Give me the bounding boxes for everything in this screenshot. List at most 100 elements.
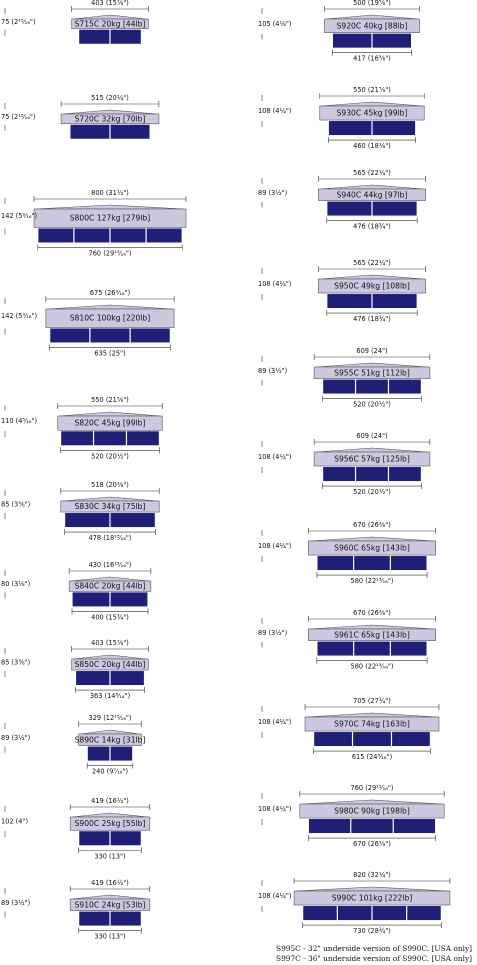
cap-label: S940C 44kg [97lb] bbox=[337, 190, 408, 199]
block bbox=[356, 379, 388, 394]
block bbox=[94, 431, 126, 446]
cap-roof bbox=[316, 447, 428, 453]
product: 705 (27¾") S970C 74kg [163lb] 108 (4¼") 615… bbox=[258, 697, 440, 761]
block bbox=[317, 641, 354, 656]
block bbox=[337, 906, 372, 921]
cap-label: S970C 74kg [163lb] bbox=[334, 720, 410, 729]
block bbox=[327, 201, 372, 216]
bottom-dimension: 580 (22¹³⁄₁₆") bbox=[351, 577, 394, 585]
block bbox=[110, 513, 155, 528]
cap-roof bbox=[310, 624, 434, 630]
height-dimension: 108 (4¼") bbox=[258, 453, 291, 461]
block bbox=[372, 121, 416, 136]
cap-roof bbox=[321, 101, 423, 107]
product: 670 (26⅜") S960C 65kg [143lb] 108 (4¼") 580… bbox=[258, 521, 436, 585]
height-dimension: 108 (4¼") bbox=[258, 718, 291, 726]
cap-body bbox=[318, 278, 426, 294]
note: S997C - 36" underside version of S990C. … bbox=[276, 954, 472, 963]
bottom-dimension: 670 (26⅜") bbox=[353, 840, 391, 848]
product: 403 (15⅞") S850C 20kg [44lb] 85 (3⅜") 363 (… bbox=[1, 639, 149, 700]
cap-body bbox=[69, 898, 151, 911]
top-dimension: 403 (15⅞") bbox=[91, 639, 129, 647]
bottom-dimension: 520 (20½") bbox=[353, 401, 391, 409]
block bbox=[323, 379, 355, 394]
product: 550 (21⅝") S930C 45kg [99lb] 108 (4¼") 460 … bbox=[258, 86, 425, 150]
cap-body bbox=[68, 580, 152, 592]
block bbox=[65, 513, 110, 528]
height-dimension: 89 (3½") bbox=[258, 189, 287, 197]
block bbox=[407, 906, 441, 921]
cap-label: S960C 65kg [143lb] bbox=[334, 544, 410, 553]
bottom-dimension: 580 (22¹³⁄₁₆") bbox=[351, 663, 394, 671]
cap-body bbox=[324, 18, 420, 33]
cap-label: S830C 34kg [75lb] bbox=[75, 502, 146, 511]
height-dimension: 80 (3⅛") bbox=[1, 580, 30, 588]
block bbox=[303, 906, 337, 921]
cap-label: S900C 25kg [55lb] bbox=[75, 819, 146, 828]
top-dimension: 550 (21⅝") bbox=[353, 86, 391, 94]
top-dimension: 550 (21⅝") bbox=[91, 396, 129, 404]
block bbox=[354, 641, 390, 656]
product: 800 (31½") S800C 127kg [279lb] 142 (5⁹⁄₁₆"… bbox=[1, 189, 187, 257]
cap-label: S800C 127kg [279lb] bbox=[70, 214, 151, 223]
block bbox=[110, 831, 141, 846]
height-dimension: 89 (3½") bbox=[1, 734, 30, 742]
block bbox=[146, 228, 182, 243]
bottom-dimension: 460 (18⅛") bbox=[353, 142, 391, 150]
cap-body bbox=[304, 716, 440, 732]
block bbox=[327, 294, 372, 309]
cap-roof bbox=[47, 304, 173, 310]
block bbox=[328, 121, 372, 136]
block bbox=[389, 379, 421, 394]
block bbox=[332, 33, 372, 48]
block bbox=[79, 29, 110, 44]
top-dimension: 518 (20⅜") bbox=[91, 481, 129, 489]
cap-roof bbox=[80, 729, 140, 735]
block bbox=[390, 641, 427, 656]
cap-body bbox=[318, 188, 426, 201]
block bbox=[110, 29, 141, 44]
cap-roof bbox=[73, 654, 147, 660]
bottom-dimension: 330 (13") bbox=[94, 852, 125, 860]
top-dimension: 760 (29¹⁵⁄₁₆") bbox=[351, 784, 394, 792]
height-dimension: 102 (4") bbox=[1, 818, 28, 826]
cap-roof bbox=[72, 894, 148, 900]
product: 609 (24") S955C 51kg [112lb] 89 (3½") 520 (… bbox=[258, 347, 431, 409]
block bbox=[353, 732, 391, 747]
top-dimension: 515 (20¼") bbox=[91, 94, 129, 102]
bottom-dimension: 476 (18¾") bbox=[353, 223, 391, 231]
block bbox=[110, 124, 150, 139]
cap-body bbox=[313, 451, 431, 467]
block bbox=[372, 201, 417, 216]
cap-body bbox=[319, 105, 425, 121]
product: 760 (29¹⁵⁄₁₆") S980C 90kg [198lb] 108 (4¼"… bbox=[258, 784, 445, 848]
block bbox=[72, 592, 110, 607]
top-dimension: 670 (26⅜") bbox=[353, 609, 391, 617]
product: 518 (20⅜") S830C 34kg [75lb] 85 (3⅜") 478 (… bbox=[1, 481, 160, 542]
product: 419 (16½") S910C 24kg [53lb] 89 (3½") 330 (… bbox=[1, 879, 151, 941]
top-dimension: 419 (16½") bbox=[91, 797, 129, 805]
top-dimension: 419 (16½") bbox=[91, 879, 129, 887]
product: 565 (22¼") S940C 44kg [97lb] 89 (3½") 476 (… bbox=[258, 169, 426, 231]
cap-label: S955C 51kg [112lb] bbox=[334, 368, 410, 377]
cap-label: S890C 14kg [31lb] bbox=[75, 735, 146, 744]
top-dimension: 609 (24") bbox=[356, 432, 387, 440]
block bbox=[110, 911, 141, 926]
cap-body bbox=[308, 628, 436, 641]
cap-label: S980C 90kg [198lb] bbox=[334, 807, 410, 816]
cap-roof bbox=[310, 536, 434, 542]
bottom-dimension: 478 (18¹³⁄₁₆") bbox=[89, 534, 132, 542]
block bbox=[79, 831, 110, 846]
cap-label: S920C 40kg [88lb] bbox=[337, 21, 408, 30]
cap-body bbox=[78, 733, 142, 746]
height-dimension: 108 (4¼") bbox=[258, 107, 291, 115]
top-dimension: 565 (22¼") bbox=[353, 259, 391, 267]
cap-label: S930C 45kg [99lb] bbox=[337, 109, 408, 118]
cap-roof bbox=[296, 886, 448, 892]
block bbox=[356, 467, 388, 482]
top-dimension: 430 (16¹⁵⁄₁₆") bbox=[89, 561, 132, 569]
bottom-dimension: 240 (9⁷⁄₁₆") bbox=[92, 768, 128, 776]
cap-roof bbox=[62, 496, 158, 502]
height-dimension: 85 (3⅜") bbox=[1, 659, 30, 667]
height-dimension: 85 (3⅜") bbox=[1, 501, 30, 509]
